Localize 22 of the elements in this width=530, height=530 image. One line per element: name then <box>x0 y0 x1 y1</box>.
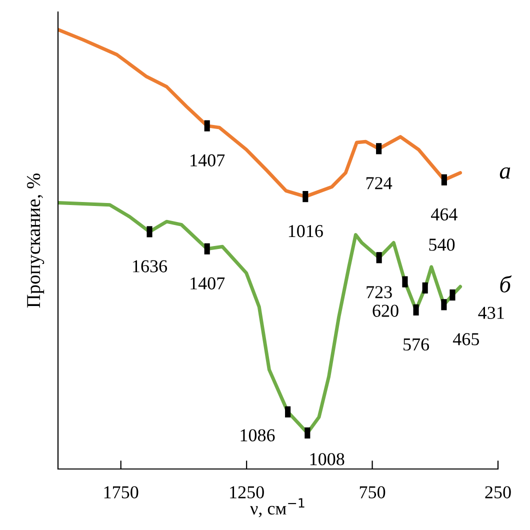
x-tick-label: 750 <box>360 486 386 498</box>
annotation: 431 <box>478 306 504 319</box>
x-axis-title: ν, см$^{−1}$ <box>250 498 304 518</box>
annotation: 465 <box>452 333 479 346</box>
annotation: 723 <box>366 286 392 298</box>
annotation: 620 <box>372 304 398 317</box>
annotation: 1086 <box>240 429 275 442</box>
annotation: 1407 <box>190 277 225 290</box>
annotation: 1407 <box>190 154 225 166</box>
series-label: а <box>500 167 510 179</box>
annotation: 1008 <box>310 453 344 466</box>
y-axis-title: Пропускание, % <box>26 173 44 308</box>
annotation: 1016 <box>288 225 323 238</box>
annotation: 540 <box>429 238 455 251</box>
annotation: 464 <box>431 208 458 220</box>
x-tick-label: 250 <box>485 486 511 498</box>
x-tick-label: 1750 <box>104 486 138 498</box>
annotation: 1636 <box>133 260 168 272</box>
series-label: б <box>500 275 512 293</box>
annotation: 576 <box>404 338 430 351</box>
x-tick-label: 1250 <box>230 486 264 498</box>
annotation: 724 <box>366 177 392 190</box>
